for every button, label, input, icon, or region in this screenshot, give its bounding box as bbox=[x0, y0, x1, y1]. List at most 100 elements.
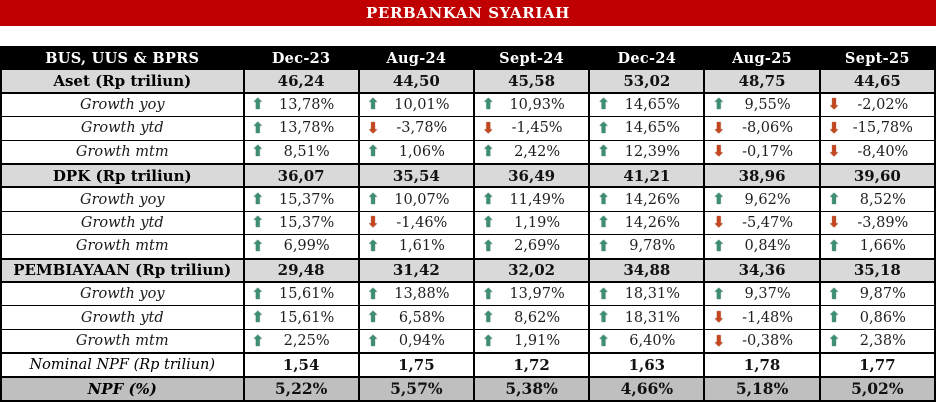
up-arrow-icon: ⬆ bbox=[597, 190, 610, 209]
growth-value: -8,06% bbox=[742, 120, 794, 137]
growth-cell: ⬆ 14,65% bbox=[588, 92, 705, 117]
growth-value: 6,40% bbox=[629, 333, 676, 350]
up-arrow-icon: ⬆ bbox=[251, 236, 265, 255]
up-arrow-icon: ⬆ bbox=[251, 213, 265, 232]
down-arrow-icon: ⬇ bbox=[712, 308, 726, 327]
value-cell: 4,66% bbox=[588, 375, 705, 401]
growth-cell: ⬆ 2,25% bbox=[242, 329, 359, 354]
growth-value-wrap: ⬆ 18,31% bbox=[591, 307, 703, 329]
table-row: Growth ytd ⬆ 15,61% ⬆ 6,58% ⬆ 8,62% ⬆ 18,31% ⬇ -1,… bbox=[1, 305, 935, 330]
growth-cell: ⬇ -0,17% bbox=[703, 139, 820, 164]
growth-value-wrap: ⬇ -8,06% bbox=[706, 117, 818, 139]
growth-value: 14,65% bbox=[624, 96, 680, 113]
up-arrow-icon: ⬆ bbox=[251, 190, 265, 209]
up-arrow-icon: ⬆ bbox=[827, 308, 841, 327]
up-arrow-icon: ⬆ bbox=[366, 331, 380, 350]
up-arrow-icon: ⬆ bbox=[481, 213, 495, 232]
growth-cell: ⬇ -5,47% bbox=[703, 210, 820, 235]
down-arrow-icon: ⬇ bbox=[481, 118, 495, 137]
growth-cell: ⬆ 9,62% bbox=[703, 186, 820, 212]
table-row: Growth mtm ⬆ 8,51% ⬆ 1,06% ⬆ 2,42% ⬆ 12,39% ⬇ -0,1… bbox=[1, 139, 935, 164]
month-column-header: Aug-24 bbox=[357, 47, 474, 69]
growth-cell: ⬆ 9,78% bbox=[588, 234, 705, 259]
growth-value-wrap: ⬆ 14,65% bbox=[591, 117, 703, 139]
up-arrow-icon: ⬆ bbox=[481, 95, 495, 114]
growth-value: 8,51% bbox=[283, 143, 330, 160]
growth-cell: ⬆ 0,94% bbox=[357, 329, 474, 354]
growth-value: 2,69% bbox=[514, 238, 561, 255]
growth-value-wrap: ⬆ 18,31% bbox=[591, 283, 703, 305]
growth-value-wrap: ⬆ 13,78% bbox=[246, 94, 358, 116]
growth-value: 1,66% bbox=[859, 238, 906, 255]
growth-value-wrap: ⬆ 9,78% bbox=[591, 236, 703, 258]
growth-value: 10,01% bbox=[394, 96, 450, 113]
growth-value: 15,37% bbox=[278, 191, 335, 208]
up-arrow-icon: ⬆ bbox=[481, 190, 495, 209]
growth-value: 0,86% bbox=[859, 309, 906, 326]
up-arrow-icon: ⬆ bbox=[251, 308, 265, 327]
spacer-band bbox=[0, 27, 936, 46]
growth-value: 10,93% bbox=[509, 96, 565, 113]
growth-cell: ⬆ 1,66% bbox=[818, 234, 935, 259]
growth-value: 13,97% bbox=[509, 286, 565, 303]
month-column-header: Sept-24 bbox=[472, 47, 590, 69]
growth-value: -1,45% bbox=[511, 120, 563, 137]
growth-value: 1,19% bbox=[514, 214, 561, 231]
growth-cell: ⬆ 10,07% bbox=[357, 186, 474, 212]
growth-value: -3,89% bbox=[857, 214, 909, 231]
value-cell: 34,88 bbox=[588, 257, 705, 284]
growth-value-wrap: ⬆ 10,01% bbox=[361, 94, 473, 116]
growth-value: 0,94% bbox=[398, 333, 445, 350]
value-cell: 5,57% bbox=[357, 375, 474, 401]
growth-value-wrap: ⬆ 14,65% bbox=[591, 94, 703, 116]
up-arrow-icon: ⬆ bbox=[597, 236, 610, 255]
row-label: Growth ytd bbox=[1, 305, 244, 330]
up-arrow-icon: ⬆ bbox=[597, 308, 610, 327]
growth-value-wrap: ⬇ -3,89% bbox=[822, 212, 934, 234]
down-arrow-icon: ⬇ bbox=[366, 213, 380, 232]
table-row: PEMBIAYAAN (Rp triliun) 29,48 31,42 32,02 34… bbox=[1, 257, 935, 284]
table-row: Growth mtm ⬆ 2,25% ⬆ 0,94% ⬆ 1,91% ⬆ 6,40% ⬇ -0,38… bbox=[1, 329, 935, 354]
growth-cell: ⬆ 2,38% bbox=[818, 329, 935, 354]
up-arrow-icon: ⬆ bbox=[597, 95, 610, 114]
growth-value: 14,26% bbox=[624, 191, 680, 208]
growth-cell: ⬆ 10,01% bbox=[357, 92, 474, 117]
growth-cell: ⬆ 15,61% bbox=[242, 305, 359, 330]
up-arrow-icon: ⬆ bbox=[827, 236, 841, 255]
up-arrow-icon: ⬆ bbox=[366, 95, 380, 114]
growth-value: 1,06% bbox=[398, 143, 445, 160]
up-arrow-icon: ⬆ bbox=[597, 331, 610, 350]
value-cell: 44,50 bbox=[357, 68, 474, 94]
growth-cell: ⬆ 14,65% bbox=[588, 115, 705, 141]
up-arrow-icon: ⬆ bbox=[712, 284, 726, 303]
table-row: Aset (Rp triliun) 46,24 44,50 45,58 53,02 48,… bbox=[1, 68, 935, 94]
growth-value: 14,26% bbox=[624, 214, 680, 231]
growth-value-wrap: ⬆ 13,97% bbox=[476, 283, 588, 305]
growth-value: 14,65% bbox=[624, 120, 680, 137]
growth-value: 1,91% bbox=[514, 333, 561, 350]
row-label: Aset (Rp triliun) bbox=[1, 68, 244, 94]
row-label: PEMBIAYAAN (Rp triliun) bbox=[1, 257, 244, 284]
growth-cell: ⬆ 15,37% bbox=[242, 186, 359, 212]
growth-value-wrap: ⬆ 9,37% bbox=[706, 283, 818, 305]
growth-value: 13,78% bbox=[278, 96, 335, 113]
down-arrow-icon: ⬇ bbox=[712, 142, 726, 161]
value-cell: 39,60 bbox=[818, 162, 935, 189]
table-body: Aset (Rp triliun) 46,24 44,50 45,58 53,02 48,… bbox=[1, 68, 935, 401]
row-label: Growth ytd bbox=[1, 210, 244, 235]
growth-value-wrap: ⬆ 15,37% bbox=[246, 212, 358, 234]
growth-value: -8,40% bbox=[857, 143, 909, 160]
growth-cell: ⬆ 10,93% bbox=[472, 92, 590, 117]
value-cell: 48,75 bbox=[703, 68, 820, 94]
growth-value-wrap: ⬇ -5,47% bbox=[706, 212, 818, 234]
up-arrow-icon: ⬆ bbox=[481, 331, 495, 350]
growth-value: 10,07% bbox=[394, 191, 450, 208]
value-cell: 53,02 bbox=[588, 68, 705, 94]
up-arrow-icon: ⬆ bbox=[366, 190, 380, 209]
growth-value: -3,78% bbox=[396, 120, 448, 137]
up-arrow-icon: ⬆ bbox=[366, 284, 380, 303]
growth-value-wrap: ⬆ 1,19% bbox=[476, 212, 588, 234]
down-arrow-icon: ⬇ bbox=[827, 95, 841, 114]
growth-cell: ⬆ 13,97% bbox=[472, 281, 590, 306]
growth-cell: ⬆ 13,88% bbox=[357, 281, 474, 306]
